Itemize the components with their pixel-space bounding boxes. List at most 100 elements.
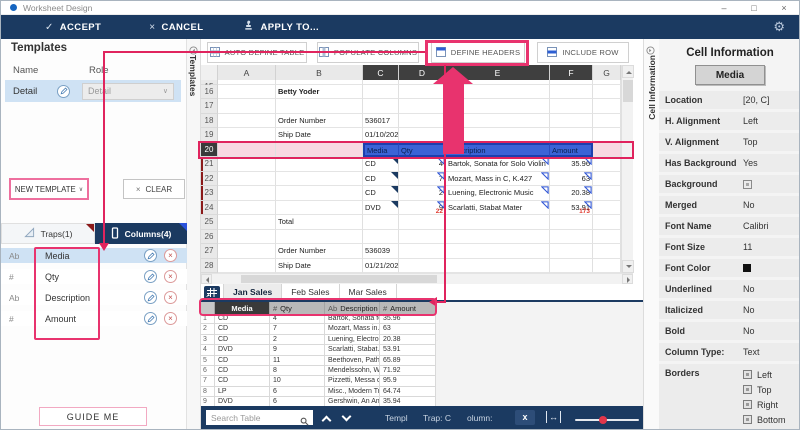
- cell-B17[interactable]: [276, 99, 363, 114]
- cell-F18[interactable]: [550, 113, 593, 128]
- cell-B27[interactable]: Order Number: [276, 244, 363, 259]
- define-headers-button[interactable]: DEFINE HEADERS: [431, 42, 525, 63]
- border-checkbox-top[interactable]: [743, 385, 752, 394]
- new-template-button[interactable]: NEW TEMPLATE ∨: [9, 178, 89, 200]
- cell-D26[interactable]: [399, 229, 446, 244]
- cell-D25[interactable]: [399, 215, 446, 230]
- cell-A28[interactable]: [218, 258, 276, 273]
- row-header-24[interactable]: 24: [201, 200, 218, 215]
- cell-E27[interactable]: [446, 244, 550, 259]
- cell-E15[interactable]: [446, 80, 550, 85]
- search-previous-icon[interactable]: [321, 415, 332, 426]
- column-list-item[interactable]: Ab Media ×: [1, 248, 187, 263]
- cell-E25[interactable]: [446, 215, 550, 230]
- zoom-slider-handle[interactable]: [599, 416, 607, 424]
- row-header-28[interactable]: 28: [201, 258, 218, 273]
- cell-G27[interactable]: [593, 244, 621, 259]
- row-header-26[interactable]: 26: [201, 229, 218, 244]
- border-checkbox-right[interactable]: [743, 400, 752, 409]
- cell-D18[interactable]: [399, 113, 446, 128]
- cell-B28[interactable]: Ship Date: [276, 258, 363, 273]
- cell-C20[interactable]: Media: [363, 142, 399, 157]
- column-list-item[interactable]: Ab Description ×: [1, 290, 187, 305]
- scroll-left-button[interactable]: [201, 274, 212, 284]
- search-input[interactable]: [206, 410, 313, 425]
- edit-template-icon[interactable]: [57, 84, 70, 98]
- scroll-up-button[interactable]: [622, 65, 634, 78]
- apply-to-button[interactable]: APPLY TO...: [243, 20, 319, 34]
- cell-E28[interactable]: [446, 258, 550, 273]
- horizontal-scroll-thumb[interactable]: [241, 275, 437, 283]
- window-maximize-button[interactable]: □: [751, 2, 757, 13]
- column-header-D[interactable]: D: [399, 65, 446, 80]
- column-header-F[interactable]: F: [550, 65, 593, 80]
- edit-column-icon[interactable]: [144, 270, 157, 283]
- window-close-button[interactable]: ×: [781, 2, 787, 13]
- cell-C15[interactable]: [363, 80, 399, 85]
- cell-E21[interactable]: Bartok, Sonata for Solo Violin: [446, 157, 550, 172]
- row-header-25[interactable]: 25: [201, 215, 218, 230]
- column-header-B[interactable]: B: [276, 65, 363, 80]
- cell-G22[interactable]: [593, 171, 621, 186]
- column-list-item[interactable]: # Qty ×: [1, 269, 187, 284]
- delete-column-icon[interactable]: ×: [164, 249, 177, 262]
- cell-G20[interactable]: [593, 142, 621, 157]
- scroll-down-button[interactable]: [622, 260, 634, 273]
- cell-F24[interactable]: 53.91 173: [550, 200, 593, 215]
- cell-E18[interactable]: [446, 113, 550, 128]
- search-icon[interactable]: [300, 413, 309, 429]
- column-header-A[interactable]: A: [218, 65, 276, 80]
- cell-B24[interactable]: [276, 200, 363, 215]
- cell-D27[interactable]: [399, 244, 446, 259]
- cell-F26[interactable]: [550, 229, 593, 244]
- cell-G16[interactable]: [593, 84, 621, 99]
- cell-G21[interactable]: [593, 157, 621, 172]
- table-select-icon[interactable]: [201, 284, 223, 300]
- cell-D16[interactable]: [399, 84, 446, 99]
- accept-button[interactable]: ✓ ACCEPT: [45, 22, 101, 33]
- auto-define-table-button[interactable]: AUTO DEFINE TABLE: [207, 42, 307, 63]
- cell-A17[interactable]: [218, 99, 276, 114]
- row-header-19[interactable]: 19: [201, 128, 218, 143]
- row-header-16[interactable]: 16: [201, 84, 218, 99]
- template-row-detail[interactable]: Detail Detail ∨: [5, 80, 181, 102]
- cell-F19[interactable]: [550, 128, 593, 143]
- cell-F23[interactable]: 20.38: [550, 186, 593, 201]
- cell-B26[interactable]: [276, 229, 363, 244]
- cell-A19[interactable]: [218, 128, 276, 143]
- cell-C26[interactable]: [363, 229, 399, 244]
- cell-G18[interactable]: [593, 113, 621, 128]
- cell-A27[interactable]: [218, 244, 276, 259]
- cell-A21[interactable]: [218, 157, 276, 172]
- cell-F22[interactable]: 63: [550, 171, 593, 186]
- window-minimize-button[interactable]: –: [721, 2, 727, 13]
- tab-columns[interactable]: Columns(4): [95, 223, 187, 244]
- search-next-icon[interactable]: [341, 411, 352, 422]
- cell-A15[interactable]: [218, 80, 276, 85]
- cell-B15[interactable]: [276, 80, 363, 85]
- cell-F20[interactable]: Amount: [550, 142, 593, 157]
- cell-G19[interactable]: [593, 128, 621, 143]
- scroll-right-button[interactable]: [622, 274, 633, 284]
- edit-column-icon[interactable]: [144, 291, 157, 304]
- collapse-panel-icon[interactable]: [646, 42, 655, 60]
- cell-G17[interactable]: [593, 99, 621, 114]
- templates-strip-label[interactable]: Templates: [188, 55, 198, 97]
- cell-A18[interactable]: [218, 113, 276, 128]
- cell-A25[interactable]: [218, 215, 276, 230]
- cell-D22[interactable]: 7: [399, 171, 446, 186]
- cell-B23[interactable]: [276, 186, 363, 201]
- cell-C19[interactable]: 01/10/2020: [363, 128, 399, 143]
- preview-header-media[interactable]: Media: [215, 302, 270, 314]
- cell-E16[interactable]: [446, 84, 550, 99]
- preview-header-description[interactable]: Ab Description: [325, 302, 380, 314]
- expand-width-icon[interactable]: ↔: [546, 411, 561, 423]
- cell-C22[interactable]: CD: [363, 171, 399, 186]
- cell-F27[interactable]: [550, 244, 593, 259]
- cell-A26[interactable]: [218, 229, 276, 244]
- cell-B16[interactable]: Betty Yoder: [276, 84, 363, 99]
